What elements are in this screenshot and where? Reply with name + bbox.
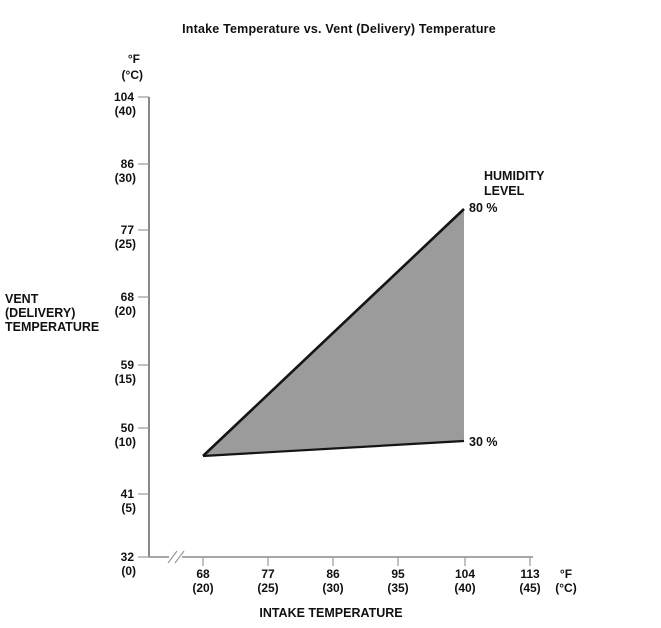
humidity-30pct-label: 30 %	[469, 435, 498, 449]
x-tick-label: 86	[326, 567, 340, 581]
x-axis-unit-f: °F	[560, 567, 572, 581]
humidity-80pct-line	[202, 208, 465, 457]
x-tick-labels: 68 (20) 77 (25) 86 (30) 95 (35) 104 (40)…	[192, 567, 576, 595]
y-tick-label: (30)	[115, 171, 136, 185]
y-tick-label: (5)	[121, 501, 136, 515]
y-tick-label: 50	[121, 421, 135, 435]
y-tick-label: (40)	[115, 104, 136, 118]
x-tick-label: 95	[391, 567, 405, 581]
y-tick-marks	[138, 96, 149, 558]
y-tick-label: (0)	[121, 564, 136, 578]
humidity-level-label-line1: HUMIDITY	[484, 169, 545, 183]
y-tick-labels: 104 (40) 86 (30) 77 (25) 68 (20) 59 (15)…	[114, 90, 136, 578]
x-tick-label: 113	[520, 567, 540, 581]
y-axis-title-line1: VENT	[5, 292, 39, 306]
x-tick-label: (35)	[387, 581, 408, 595]
x-tick-marks	[202, 557, 531, 566]
humidity-30pct-line	[202, 439, 465, 458]
y-tick-label: 86	[121, 157, 135, 171]
x-tick-label: 68	[196, 567, 210, 581]
y-tick-label: (20)	[115, 304, 136, 318]
y-tick-label: (15)	[115, 372, 136, 386]
x-tick-label: (30)	[322, 581, 343, 595]
y-tick-label: 41	[121, 487, 135, 501]
y-tick-label: (25)	[115, 237, 136, 251]
y-tick-label: 77	[121, 223, 135, 237]
y-tick-label: 68	[121, 290, 135, 304]
x-tick-label: (20)	[192, 581, 213, 595]
y-axis-title-line3: TEMPERATURE	[5, 320, 99, 334]
y-tick-label: 59	[121, 358, 135, 372]
y-axis-unit-c: (°C)	[122, 68, 143, 82]
y-axis-unit-f: °F	[128, 52, 140, 66]
chart-title: Intake Temperature vs. Vent (Delivery) T…	[182, 22, 496, 36]
x-tick-label: (25)	[257, 581, 278, 595]
humidity-80pct-label: 80 %	[469, 201, 498, 215]
y-tick-label: 104	[114, 90, 134, 104]
x-tick-label: (45)	[519, 581, 540, 595]
y-axis-title-line2: (DELIVERY)	[5, 306, 75, 320]
x-axis-break-mark	[167, 550, 185, 564]
x-axis-title: INTAKE TEMPERATURE	[259, 606, 402, 620]
x-tick-label: 77	[261, 567, 275, 581]
x-axis-unit-c: (°C)	[555, 581, 576, 595]
y-tick-label: 32	[121, 550, 135, 564]
x-tick-label: (40)	[454, 581, 475, 595]
humidity-level-label-line2: LEVEL	[484, 184, 525, 198]
x-tick-label: 104	[455, 567, 475, 581]
y-tick-label: (10)	[115, 435, 136, 449]
